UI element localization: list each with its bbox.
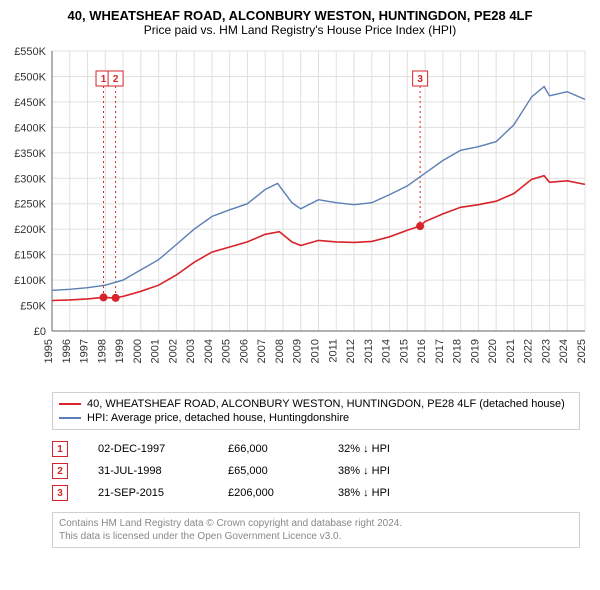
svg-text:2022: 2022 [523, 339, 535, 363]
svg-text:2003: 2003 [185, 339, 197, 363]
sale-marker-icon: 2 [52, 463, 68, 479]
svg-text:2013: 2013 [363, 339, 375, 363]
svg-text:£450K: £450K [14, 97, 46, 109]
svg-text:2: 2 [113, 74, 119, 85]
svg-text:2004: 2004 [203, 339, 215, 363]
svg-text:£550K: £550K [14, 46, 46, 58]
legend-swatch [59, 417, 81, 419]
legend-swatch [59, 403, 81, 405]
chart-subtitle: Price paid vs. HM Land Registry's House … [0, 23, 600, 41]
svg-text:2009: 2009 [292, 339, 304, 363]
sale-date: 21-SEP-2015 [98, 487, 198, 499]
svg-text:2010: 2010 [310, 339, 322, 363]
svg-text:£150K: £150K [14, 250, 46, 262]
sale-date: 02-DEC-1997 [98, 443, 198, 455]
chart-area: £0 £50K £100K £150K £200K £250K £300K £350K £400… [0, 41, 600, 386]
svg-text:£100K: £100K [14, 275, 46, 287]
svg-text:£350K: £350K [14, 148, 46, 160]
sale-dot-3 [416, 222, 424, 230]
sale-dot-1 [100, 293, 108, 301]
sale-date: 31-JUL-1998 [98, 465, 198, 477]
sale-marker-icon: 1 [52, 441, 68, 457]
svg-text:1997: 1997 [79, 339, 91, 363]
svg-text:2011: 2011 [327, 339, 339, 363]
sale-dot-2 [112, 294, 120, 302]
svg-text:2025: 2025 [576, 339, 588, 363]
svg-text:2006: 2006 [238, 339, 250, 363]
sale-price: £206,000 [228, 487, 308, 499]
svg-text:1996: 1996 [61, 339, 73, 363]
svg-text:3: 3 [417, 74, 423, 85]
legend-row-0: 40, WHEATSHEAF ROAD, ALCONBURY WESTON, H… [59, 397, 573, 411]
svg-text:2000: 2000 [132, 339, 144, 363]
sale-row-2: 2 31-JUL-1998 £65,000 38% ↓ HPI [52, 460, 580, 482]
svg-text:2012: 2012 [345, 339, 357, 363]
svg-text:2017: 2017 [434, 339, 446, 363]
svg-text:2023: 2023 [540, 339, 552, 363]
svg-text:1: 1 [101, 74, 107, 85]
sale-price: £66,000 [228, 443, 308, 455]
svg-text:1999: 1999 [114, 339, 126, 363]
legend-box: 40, WHEATSHEAF ROAD, ALCONBURY WESTON, H… [52, 392, 580, 430]
sale-diff: 38% ↓ HPI [338, 487, 438, 499]
legend-label: 40, WHEATSHEAF ROAD, ALCONBURY WESTON, H… [87, 398, 565, 410]
legend-label: HPI: Average price, detached house, Hunt… [87, 412, 349, 424]
svg-text:£300K: £300K [14, 173, 46, 185]
svg-text:£400K: £400K [14, 122, 46, 134]
svg-text:2002: 2002 [167, 339, 179, 363]
svg-text:2018: 2018 [452, 339, 464, 363]
page-container: 40, WHEATSHEAF ROAD, ALCONBURY WESTON, H… [0, 0, 600, 548]
line-chart-svg: £0 £50K £100K £150K £200K £250K £300K £350K £400… [0, 41, 600, 381]
legend-row-1: HPI: Average price, detached house, Hunt… [59, 411, 573, 425]
svg-text:1995: 1995 [43, 339, 55, 363]
svg-text:2001: 2001 [150, 339, 162, 363]
svg-text:2020: 2020 [487, 339, 499, 363]
sale-diff: 32% ↓ HPI [338, 443, 438, 455]
svg-text:1998: 1998 [96, 339, 108, 363]
svg-text:£0: £0 [34, 326, 46, 338]
sale-row-3: 3 21-SEP-2015 £206,000 38% ↓ HPI [52, 482, 580, 504]
sale-row-1: 1 02-DEC-1997 £66,000 32% ↓ HPI [52, 438, 580, 460]
svg-text:2019: 2019 [469, 339, 481, 363]
svg-text:2005: 2005 [221, 339, 233, 363]
footer-line-2: This data is licensed under the Open Gov… [59, 530, 573, 543]
svg-text:2016: 2016 [416, 339, 428, 363]
svg-text:£50K: £50K [20, 301, 46, 313]
svg-text:2024: 2024 [558, 339, 570, 363]
svg-text:£500K: £500K [14, 71, 46, 83]
svg-text:2014: 2014 [381, 339, 393, 363]
sale-diff: 38% ↓ HPI [338, 465, 438, 477]
attribution-footer: Contains HM Land Registry data © Crown c… [52, 512, 580, 548]
svg-text:2008: 2008 [274, 339, 286, 363]
svg-text:2015: 2015 [398, 339, 410, 363]
sale-marker-icon: 3 [52, 485, 68, 501]
footer-line-1: Contains HM Land Registry data © Crown c… [59, 517, 573, 530]
sales-table: 1 02-DEC-1997 £66,000 32% ↓ HPI 2 31-JUL-1998… [52, 438, 580, 504]
chart-title: 40, WHEATSHEAF ROAD, ALCONBURY WESTON, H… [0, 0, 600, 23]
sale-price: £65,000 [228, 465, 308, 477]
svg-text:£200K: £200K [14, 224, 46, 236]
svg-text:£250K: £250K [14, 199, 46, 211]
svg-text:2007: 2007 [256, 339, 268, 363]
svg-text:2021: 2021 [505, 339, 517, 363]
